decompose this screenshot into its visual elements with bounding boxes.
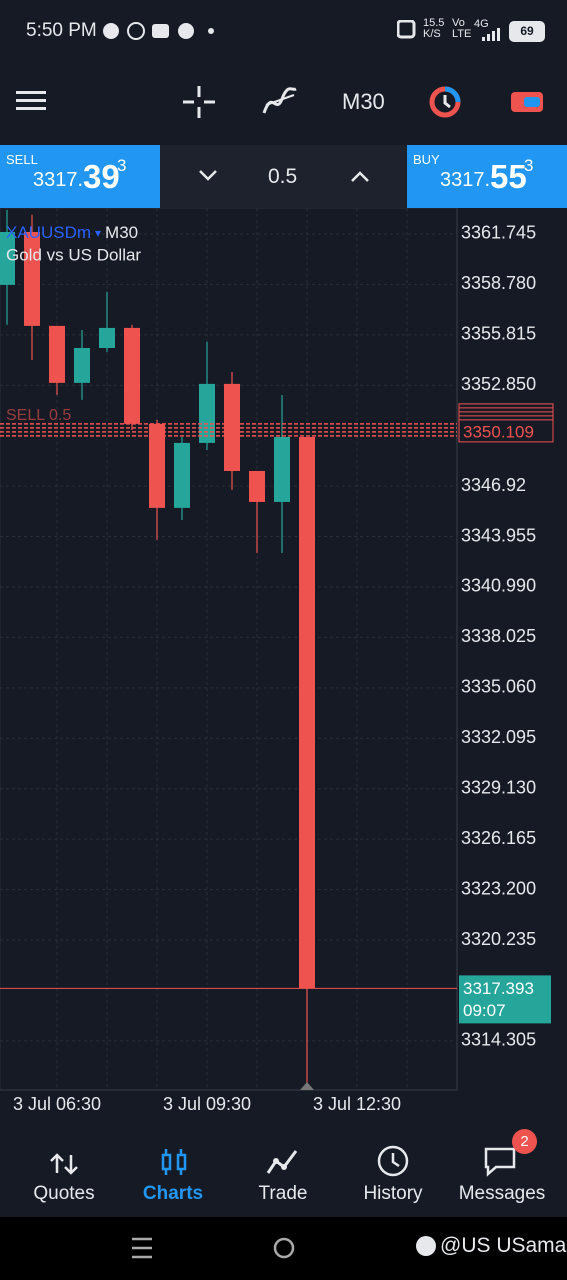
watermark: @US USama: [440, 1234, 567, 1257]
x-tick-label: 3 Jul 12:30: [313, 1094, 401, 1114]
order-price-box: [458, 403, 554, 443]
nav-item[interactable]: Quotes: [33, 1183, 95, 1204]
marks: [0, 209, 457, 1085]
candle-body: [149, 423, 165, 508]
volume-up[interactable]: [350, 169, 370, 183]
x-tick-label: 3 Jul 06:30: [13, 1094, 101, 1114]
nav-item[interactable]: Trade: [258, 1183, 308, 1204]
volume-down[interactable]: [198, 169, 218, 183]
price-time: 09:07: [463, 1001, 506, 1020]
candle-body: [0, 231, 15, 285]
last-bar-marker: [300, 1082, 314, 1090]
nav-item[interactable]: History: [363, 1183, 423, 1204]
y-tick-label: 3329.130: [461, 777, 536, 797]
y-tick-label: 3352.850: [461, 374, 536, 394]
symbol-row: XAUUSDm ▾ M30: [6, 223, 138, 242]
sell-button[interactable]: SELL 3317. 39 3: [0, 145, 160, 208]
y-tick-label: 3335.060: [461, 677, 536, 697]
trade-bar: SELL 3317. 39 3 0.5 BUY 3317. 55 3: [0, 145, 567, 208]
y-tick-label: 3358.780: [461, 273, 536, 293]
symbol: XAUUSDm: [6, 223, 91, 242]
message-badge: 2: [512, 1129, 537, 1154]
sell-price-big: 39: [83, 158, 120, 195]
candle-body: [49, 325, 65, 383]
sell-label: SELL: [6, 152, 38, 167]
system-buttons: [132, 1236, 436, 1259]
signal: 4G: [474, 18, 489, 30]
candle-body: [74, 347, 90, 383]
grid: [0, 208, 457, 1090]
system-nav: @US USama: [0, 1217, 567, 1280]
chart: 3361.745 3358.780 3355.815 3352.850 3346.92 3…: [0, 208, 554, 1114]
buy-price-sup: 3: [524, 156, 534, 175]
indicators-button[interactable]: [262, 85, 298, 117]
speed-unit: K/S: [423, 28, 441, 40]
symbol-caret: ▾: [95, 226, 101, 240]
candle-body: [99, 327, 115, 348]
battery: 69: [509, 21, 545, 42]
order-price-label: 3350.109: [463, 422, 534, 441]
buy-price-big: 55: [490, 158, 527, 195]
y-tick-label: 3332.095: [461, 727, 536, 747]
status-bar: 5:50 PM 15.5 K/S Vo LTE 4G 69: [0, 0, 567, 60]
sell-price-sup: 3: [117, 156, 127, 175]
y-tick-label: 3340.990: [461, 576, 536, 596]
toolbar: M30: [0, 60, 567, 145]
candle-body: [299, 436, 315, 989]
y-tick-label: 3320.235: [461, 929, 536, 949]
y-tick-label: 3323.200: [461, 878, 536, 898]
volte: Vo LTE: [452, 18, 471, 40]
candle-body: [274, 436, 290, 502]
notification-icons: [103, 22, 214, 40]
timeframe-button[interactable]: M30: [342, 89, 385, 114]
net-speed: 15.5 K/S: [423, 18, 444, 40]
trade-button[interactable]: [510, 88, 544, 116]
nav-item[interactable]: Messages: [458, 1183, 546, 1204]
nfc-icon: [397, 20, 416, 39]
buy-button[interactable]: BUY 3317. 55 3: [407, 145, 567, 208]
network-sub: LTE: [452, 28, 472, 40]
crosshair-button[interactable]: [182, 85, 216, 119]
objects-button[interactable]: [428, 85, 462, 119]
y-tick-label: 3314.305: [461, 1030, 536, 1050]
signal-bars: [482, 28, 500, 41]
clock: 5:50 PM: [26, 20, 97, 41]
candle-body: [124, 327, 140, 424]
timeframe: M30: [105, 223, 138, 242]
buy-label: BUY: [413, 152, 440, 167]
nav-icons: [50, 1145, 516, 1177]
bottom-nav: 2 Quotes Charts Trade History Messages: [0, 1125, 567, 1217]
x-tick-label: 3 Jul 09:30: [163, 1094, 251, 1114]
candle-body: [199, 383, 215, 443]
order-label: SELL 0.5: [6, 407, 71, 424]
description: Gold vs US Dollar: [6, 245, 141, 264]
candle-body: [249, 470, 265, 502]
y-tick-label: 3338.025: [461, 626, 536, 646]
price-box: [459, 975, 551, 1024]
sell-price: 3317.: [33, 169, 84, 191]
price-label: 3317.393: [463, 979, 534, 998]
nav-item[interactable]: Charts: [142, 1183, 204, 1204]
volume[interactable]: 0.5: [268, 165, 298, 188]
y-tick-label: 3355.815: [461, 324, 536, 344]
y-tick-label: 3361.745: [461, 223, 536, 243]
labels: 3361.745 3358.780 3355.815 3352.850 3346.92 3…: [6, 223, 554, 1114]
plot-frame: [0, 208, 458, 1091]
buy-price: 3317.: [440, 169, 491, 191]
candle-body: [174, 442, 190, 508]
candle-body: [24, 231, 40, 326]
network: Vo: [452, 17, 465, 29]
y-tick-label: 3346.92: [461, 475, 526, 495]
y-tick-label: 3326.165: [461, 828, 536, 848]
menu-button[interactable]: [16, 88, 48, 112]
y-tick-label: 3343.955: [461, 525, 536, 545]
speed: 15.5: [423, 17, 445, 29]
